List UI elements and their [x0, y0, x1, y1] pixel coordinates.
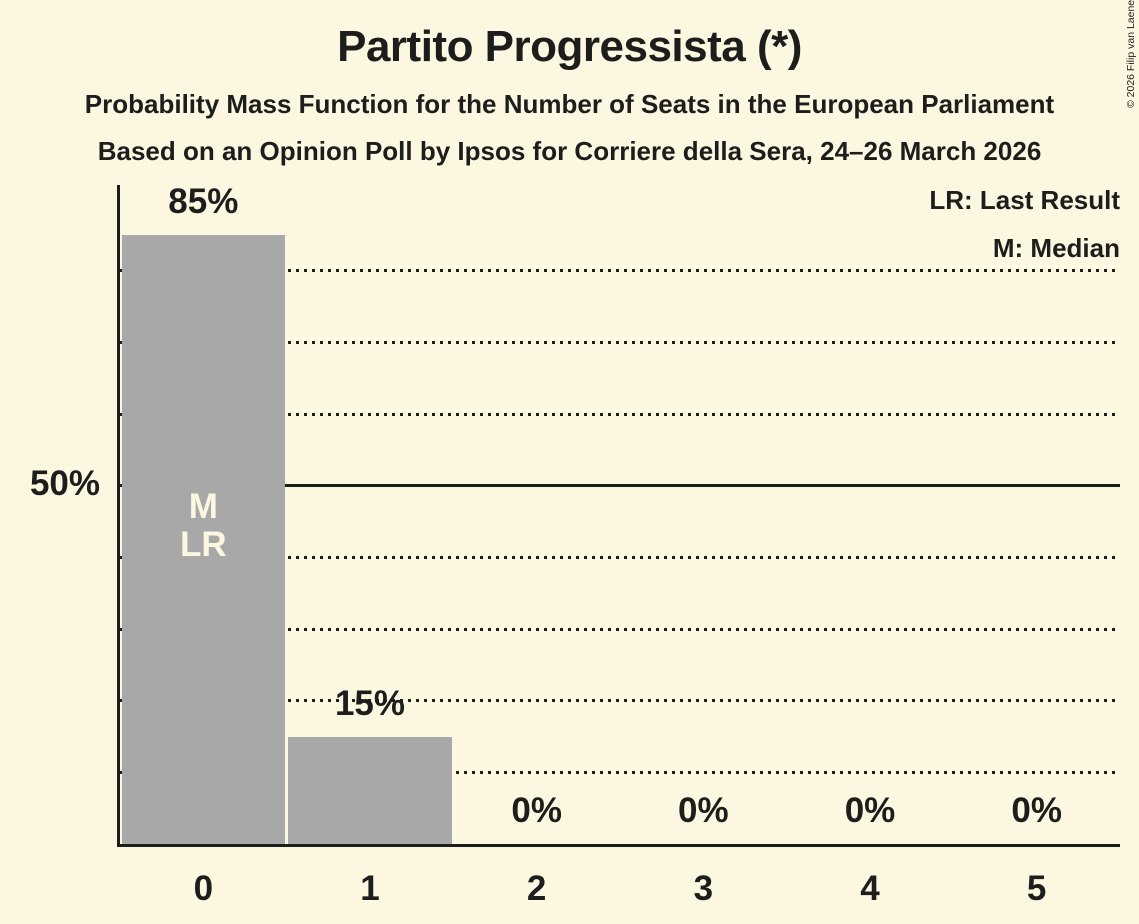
bar-value-label: 0% [511, 791, 562, 830]
gridline-dotted [120, 269, 1120, 273]
bar [288, 736, 452, 844]
gridline-dotted [120, 699, 1120, 703]
bar-value-label: 85% [168, 182, 239, 222]
x-tick-label: 5 [1026, 869, 1047, 908]
gridline-dotted [120, 770, 1120, 774]
bar-value-label: 15% [334, 683, 406, 723]
chart-title: Partito Progressista (*) [337, 22, 802, 71]
x-tick-label: 0 [193, 869, 214, 908]
x-tick-label: 1 [360, 869, 380, 908]
bar [121, 235, 286, 844]
legend-median: M: Median [992, 233, 1120, 263]
x-tick-label: 2 [526, 869, 547, 908]
bar-value-label: 0% [844, 791, 896, 830]
gridline-solid [120, 484, 1120, 488]
plot-area: LR: Last Result M: Median 85% 0 15% 1 0% 2 0% 3… [117, 182, 1120, 908]
bar-marker-label: M LR [180, 487, 227, 564]
copyright-note: © 2026 Filip van Laenen [1125, 0, 1137, 108]
bar-value-label: 0% [678, 791, 729, 830]
bar-value-label: 0% [1011, 791, 1062, 830]
gridline-dotted [120, 341, 1120, 345]
gridline-dotted [120, 412, 1120, 416]
y-axis-label-50pct: 50% [29, 464, 100, 503]
gridline-dotted [120, 555, 1120, 559]
x-tick-label: 3 [693, 869, 714, 908]
chart-subtitle-source: Based on an Opinion Poll by Ipsos for Co… [97, 136, 1042, 166]
legend-last-result: LR: Last Result [929, 185, 1120, 215]
gridline-dotted [120, 627, 1120, 631]
x-tick-label: 4 [860, 869, 880, 908]
chart-subtitle-pmf: Probability Mass Function for the Number… [84, 89, 1055, 119]
